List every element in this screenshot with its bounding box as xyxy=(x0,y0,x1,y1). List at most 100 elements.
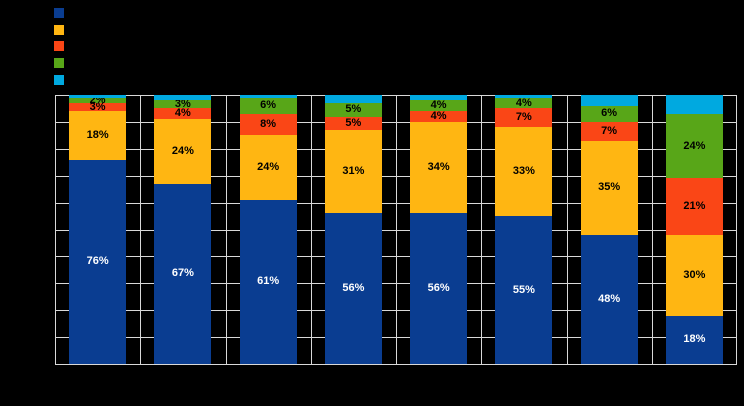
bar-segment-series-4-green: 4% xyxy=(495,96,553,109)
bar-segment-label: 56% xyxy=(342,282,365,295)
bar-segment-label: 6% xyxy=(260,99,277,112)
plot-area: 76% 18% 3% 2% 67% 24% 4% 3% 61% 24% 8% 6% 56% 31% 5% 5%… xyxy=(55,93,737,365)
bar-segment-label: 7% xyxy=(515,111,532,124)
bar-segment-label: 76% xyxy=(86,255,109,268)
legend-swatch xyxy=(54,58,64,69)
stacked-bar: 18% 30% 21% 24% xyxy=(665,95,723,364)
bar-segment-series-3-orange-red: 5% xyxy=(324,116,382,130)
bar-segment-label: 4% xyxy=(515,96,532,109)
bar-segment-series-1-navy: 56% xyxy=(410,213,468,364)
bar-segment-series-1-navy: 61% xyxy=(239,199,297,364)
bar-segment-label: 4% xyxy=(430,99,447,112)
v-gridline xyxy=(310,95,312,364)
bar-segment-label: 24% xyxy=(683,139,706,152)
bar-segment-series-2-amber: 31% xyxy=(324,130,382,214)
bar-segment-label: 2% xyxy=(89,93,106,106)
bar-segment-label: 18% xyxy=(683,333,706,346)
legend-item xyxy=(54,71,70,88)
bar-segment-series-5-cyan xyxy=(239,95,297,98)
stacked-bar: 76% 18% 3% 2% xyxy=(69,93,127,364)
bar-segment-series-3-orange-red: 4% xyxy=(410,110,468,123)
bar-segment-label: 21% xyxy=(683,200,706,213)
bar-segment-series-2-amber: 24% xyxy=(154,119,212,184)
v-gridline xyxy=(55,95,56,364)
bar-segment-series-2-amber: 18% xyxy=(69,111,127,160)
bar-segment-label: 6% xyxy=(601,107,618,120)
stacked-bar: 67% 24% 4% 3% xyxy=(154,95,212,364)
bar-segment-series-5-cyan xyxy=(580,95,638,106)
v-gridline xyxy=(736,95,737,364)
x-axis-line xyxy=(55,364,737,365)
bar-segment-series-5-cyan xyxy=(69,95,127,98)
bar-segment-series-4-green: 6% xyxy=(239,97,297,114)
bar-segment-series-4-green: 5% xyxy=(324,103,382,117)
bar-segment-series-3-orange-red: 21% xyxy=(665,178,723,235)
bar-segment-label: 4% xyxy=(174,107,191,120)
bar-segment-series-2-amber: 24% xyxy=(239,135,297,200)
bar-segment-series-3-orange-red: 3% xyxy=(69,100,127,113)
legend-item xyxy=(54,22,70,39)
v-gridline xyxy=(140,95,142,364)
bar-segment-series-1-navy: 18% xyxy=(665,315,723,364)
bar-segment-series-1-navy: 56% xyxy=(324,213,382,364)
stacked-bar: 56% 34% 4% 4% xyxy=(410,95,468,364)
bar-segment-series-4-green: 4% xyxy=(410,99,468,112)
v-gridline xyxy=(396,95,397,364)
v-gridline xyxy=(566,95,568,364)
bar-segment-series-5-cyan xyxy=(324,95,382,104)
bar-segment-label: 24% xyxy=(171,145,194,157)
bar-segment-series-3-orange-red: 7% xyxy=(495,108,553,128)
bar-segment-label: 7% xyxy=(601,124,618,137)
legend-item xyxy=(54,55,70,72)
bar-segment-label: 33% xyxy=(512,165,535,178)
v-gridline xyxy=(651,95,653,364)
legend-swatch xyxy=(54,8,64,19)
bar-segment-series-5-cyan xyxy=(495,95,553,98)
bar-segment-series-1-navy: 76% xyxy=(69,159,127,364)
legend-item xyxy=(54,38,70,55)
bar-segment-series-4-green: 24% xyxy=(665,113,723,179)
bar-segment-series-5-cyan xyxy=(154,95,212,101)
stacked-bar: 61% 24% 8% 6% xyxy=(239,95,297,364)
bar-segment-label: 8% xyxy=(260,118,277,131)
legend-swatch xyxy=(54,41,64,52)
bar-segment-label: 34% xyxy=(427,161,450,174)
bar-segment-label: 67% xyxy=(171,267,194,280)
bar-segment-series-1-navy: 55% xyxy=(495,216,553,364)
bar-segment-series-2-amber: 30% xyxy=(665,234,723,316)
bar-segment-label: 55% xyxy=(512,283,535,296)
bar-segment-series-3-orange-red: 4% xyxy=(154,107,212,120)
bar-segment-series-4-green: 2% xyxy=(69,93,127,106)
stacked-bar: 55% 33% 7% 4% xyxy=(495,95,553,364)
bar-segment-series-4-green: 6% xyxy=(580,105,638,122)
bar-segment-series-2-amber: 34% xyxy=(410,121,468,214)
bar-segment-series-1-navy: 67% xyxy=(154,183,212,364)
bar-segment-label: 5% xyxy=(345,103,362,116)
bar-segment-label: 4% xyxy=(430,110,447,123)
bar-segment-label: 35% xyxy=(598,181,621,194)
legend-swatch xyxy=(54,74,64,85)
stacked-bar: 56% 31% 5% 5% xyxy=(324,95,382,364)
bar-segment-series-2-amber: 33% xyxy=(495,127,553,217)
bar-segment-label: 61% xyxy=(257,275,280,288)
legend-item xyxy=(54,5,70,22)
bar-segment-series-3-orange-red: 8% xyxy=(239,113,297,136)
bar-segment-label: 18% xyxy=(86,128,109,141)
bar-segment-label: 48% xyxy=(598,292,621,305)
stacked-bar: 48% 35% 7% 6% xyxy=(580,95,638,364)
bar-segment-series-3-orange-red: 7% xyxy=(580,121,638,141)
bar-segment-series-4-green: 3% xyxy=(154,98,212,109)
bar-segment-series-2-amber: 35% xyxy=(580,140,638,235)
v-gridline xyxy=(481,95,483,364)
bar-segment-label: 31% xyxy=(342,165,365,178)
chart-legend xyxy=(54,5,70,88)
legend-swatch xyxy=(54,24,64,35)
bar-segment-series-1-navy: 48% xyxy=(580,234,638,364)
bar-segment-series-5-cyan xyxy=(410,95,468,101)
bar-segment-label: 3% xyxy=(89,100,106,113)
bar-segment-label: 56% xyxy=(427,282,450,295)
v-gridline xyxy=(225,95,227,364)
bar-segment-label: 24% xyxy=(257,161,280,174)
bar-segment-series-5-cyan xyxy=(665,95,723,114)
